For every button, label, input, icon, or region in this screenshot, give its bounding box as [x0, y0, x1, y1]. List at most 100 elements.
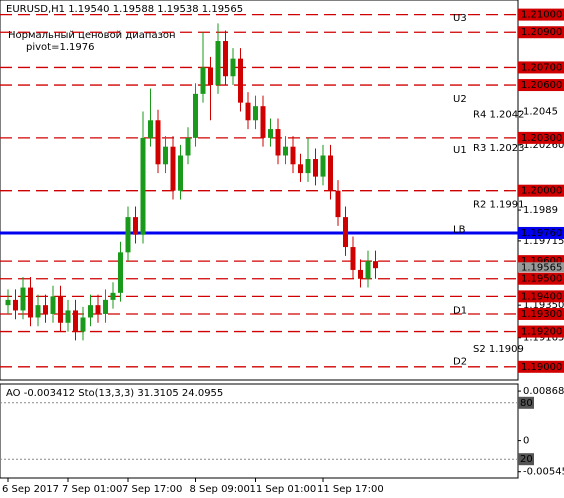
candle-body [148, 120, 153, 138]
candle-body [350, 247, 356, 270]
indicator-title: AO -0.003412 Sto(13,3,3) 31.3105 24.0955 [6, 388, 223, 399]
candle-body [43, 305, 48, 314]
level-tag [518, 360, 564, 373]
y-tick-label: 1.1989 [523, 205, 558, 216]
zone-label: D2 [453, 357, 467, 368]
candle-body [133, 217, 138, 235]
candle-body [230, 58, 236, 77]
x-tick-label: 11 Sep 01:00 [250, 484, 317, 495]
candle-body [28, 287, 33, 318]
candle-body [50, 296, 56, 314]
candle-body [20, 287, 26, 311]
candle-body [125, 217, 131, 253]
candle-body [343, 217, 348, 248]
zone-label: U3 [453, 13, 467, 24]
candle-body [80, 317, 86, 332]
level-label: 1.19000 [521, 362, 562, 373]
x-tick-label: 7 Sep 17:00 [122, 484, 182, 495]
candle-body [268, 129, 273, 138]
y-tick-label: 1.20260 [523, 140, 564, 151]
candle-body [65, 310, 71, 323]
pivot-note: R3 1.2023 [473, 143, 524, 154]
level-tag [518, 272, 564, 285]
candle-body [118, 252, 123, 293]
indicator-panel [0, 383, 519, 479]
candle-body [223, 41, 228, 77]
y-tick-label: 1.19350 [523, 300, 564, 311]
level-tag [518, 79, 564, 92]
candle-body [185, 137, 191, 156]
candle-body [365, 261, 371, 279]
ao-tick-label: -0.005456 [523, 467, 564, 478]
x-tick-label: 7 Sep 01:00 [62, 484, 122, 495]
candle-body [88, 305, 93, 318]
candle-body [110, 292, 116, 300]
level-tag [518, 26, 564, 39]
candle-body [373, 261, 378, 269]
sto-tag [518, 396, 534, 409]
candle-body [305, 159, 311, 174]
candle-body [163, 146, 168, 165]
y-tick-label: 1.19165 [523, 333, 564, 344]
level-tag [518, 290, 564, 303]
level-tag [518, 325, 564, 338]
candle-body [103, 299, 108, 314]
candle-body [313, 159, 318, 177]
pivot-text: pivot=1.1976 [26, 42, 94, 53]
ao-tick-label: 0 [523, 436, 529, 447]
candle-body [200, 67, 206, 94]
level-label: 1.19300 [521, 309, 562, 320]
candle-body [140, 137, 146, 235]
candle-body [193, 93, 198, 138]
level-label: 1.19760 [521, 228, 562, 239]
sto-tag [518, 453, 534, 466]
pivot-note: R2 1.1991 [473, 200, 524, 211]
level-tag [518, 131, 564, 144]
level-label: 1.19200 [521, 327, 562, 338]
candle-body [260, 106, 266, 138]
y-tick-label: 1.19715 [523, 236, 564, 247]
zone-label: U2 [453, 94, 467, 105]
level-label: 1.21000 [521, 10, 562, 21]
level-tag [518, 61, 564, 74]
level-label: 1.20000 [521, 186, 562, 197]
level-label: 1.20300 [521, 133, 562, 144]
candle-body [35, 305, 41, 318]
level-tag [518, 8, 564, 21]
candle-body [178, 155, 183, 191]
candle-body [215, 41, 221, 86]
level-label: 1.19500 [521, 274, 562, 285]
candle-body [13, 299, 18, 311]
zone-label: D1 [453, 305, 467, 316]
level-label: 1.19600 [521, 256, 562, 267]
x-tick-label: 6 Sep 2017 [2, 484, 59, 495]
candle-body [95, 305, 101, 314]
candle-body [245, 102, 251, 121]
candle-body [5, 299, 11, 306]
candle-body [358, 269, 363, 279]
candle-body [253, 106, 258, 121]
candle-body [298, 164, 303, 174]
chart-title: EURUSD,H1 1.19540 1.19588 1.19538 1.1956… [6, 4, 243, 15]
zone-label: LB [453, 224, 466, 235]
candle-body [170, 146, 176, 191]
level-tag [518, 307, 564, 320]
sto-tick-label: 20 [520, 454, 533, 465]
level-label: 1.20700 [521, 62, 562, 73]
level-label: 1.19400 [521, 291, 562, 302]
x-tick-label: 8 Sep 09:00 [190, 484, 250, 495]
candle-body [58, 296, 63, 323]
candle-body [155, 120, 161, 165]
level-label: 1.20900 [521, 27, 562, 38]
y-tick-label: 1.2045 [523, 106, 558, 117]
pivot-note: R4 1.2042 [473, 110, 524, 121]
price-tag [518, 262, 564, 273]
level-tag [518, 226, 564, 239]
candle-body [208, 67, 213, 86]
candle-body [320, 155, 326, 177]
candle-body [238, 58, 243, 103]
candle-body [328, 155, 333, 191]
candle-body [283, 146, 288, 156]
zone-label: U1 [453, 145, 467, 156]
